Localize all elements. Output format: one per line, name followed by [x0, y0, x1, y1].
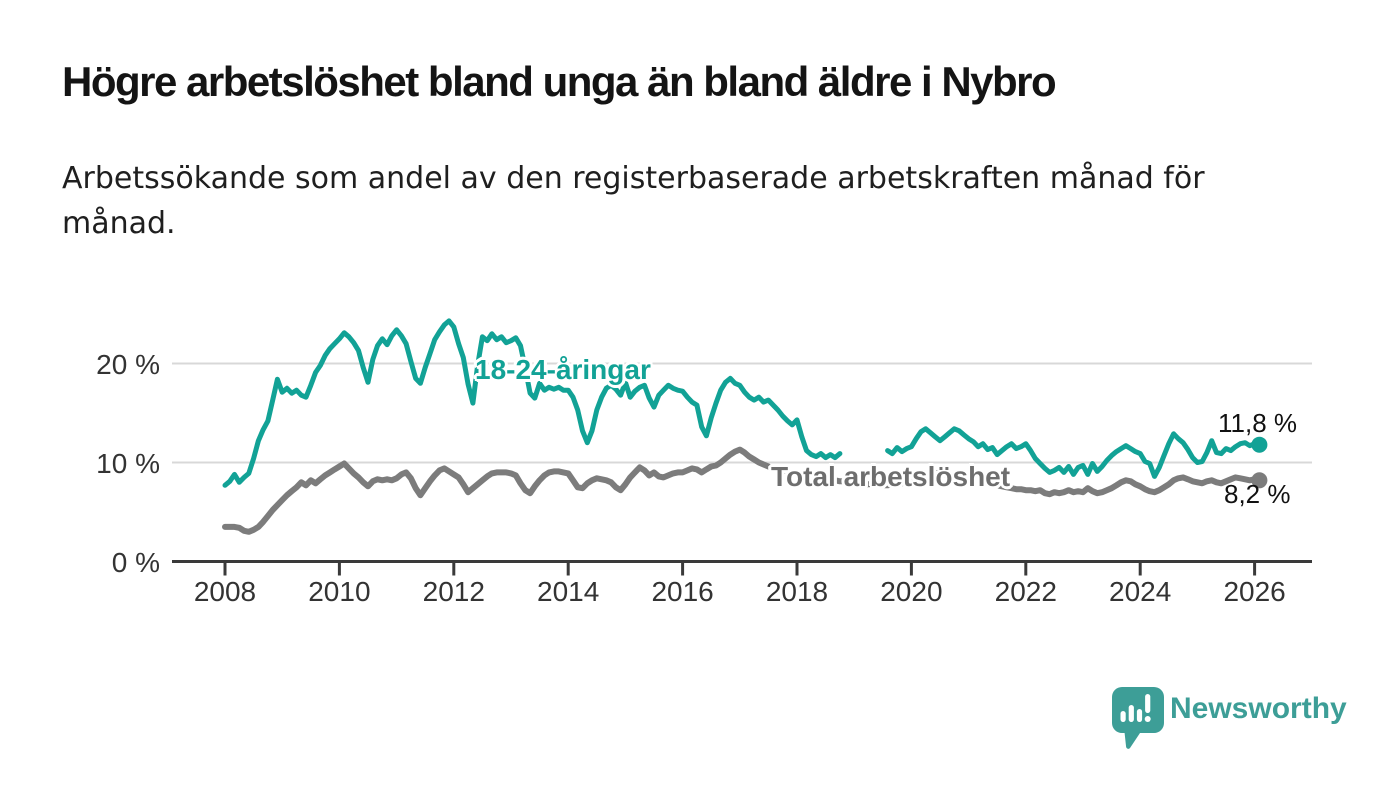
logo-exclamation-bar	[1145, 694, 1151, 713]
x-tick-label-2020: 2020	[880, 576, 943, 607]
end-value-total: 8,2 %	[1224, 479, 1291, 509]
end-value-youth: 11,8 %	[1218, 408, 1298, 438]
x-tick-label-2012: 2012	[422, 576, 485, 607]
line-series-0	[222, 318, 1262, 488]
y-tick-label-10: 10 %	[96, 447, 160, 479]
y-tick-label-0: 0 %	[111, 546, 160, 578]
x-tick-label-2026: 2026	[1223, 576, 1286, 607]
x-tick-label-2022: 2022	[994, 576, 1057, 607]
x-tick-label-2018: 2018	[765, 576, 829, 607]
logo-bar-1	[1120, 711, 1126, 722]
x-tick-label-2008: 2008	[193, 576, 257, 607]
newsworthy-wordmark: Newsworthy	[1170, 692, 1347, 725]
newsworthy-icon	[1112, 687, 1164, 749]
x-tick-label-2024: 2024	[1109, 576, 1172, 607]
line-series-1	[222, 446, 1263, 535]
x-tick-label-2010: 2010	[308, 576, 371, 607]
end-dot-series-1	[1251, 472, 1268, 489]
chart-title: Högre arbetslöshet bland unga än bland ä…	[62, 58, 1057, 105]
x-tick-label-2014: 2014	[537, 576, 600, 607]
end-dot-series-0	[1251, 436, 1268, 453]
series-label-youth: 18-24-åringar	[475, 354, 651, 385]
x-tick-label-2016: 2016	[651, 576, 714, 607]
logo-bar-3	[1136, 709, 1143, 722]
chart-subtitle-line1: Arbetssökande som andel av den registerb…	[62, 161, 1205, 196]
chart-subtitle-line2: månad.	[62, 206, 176, 241]
y-tick-label-20: 20 %	[96, 348, 160, 380]
series-label-total: Total arbetslöshet	[771, 461, 1011, 492]
chart-subtitle: Arbetssökande som andel av den registerb…	[62, 156, 1205, 246]
logo-bar-2	[1128, 705, 1134, 722]
logo-exclamation-dot	[1144, 716, 1151, 722]
